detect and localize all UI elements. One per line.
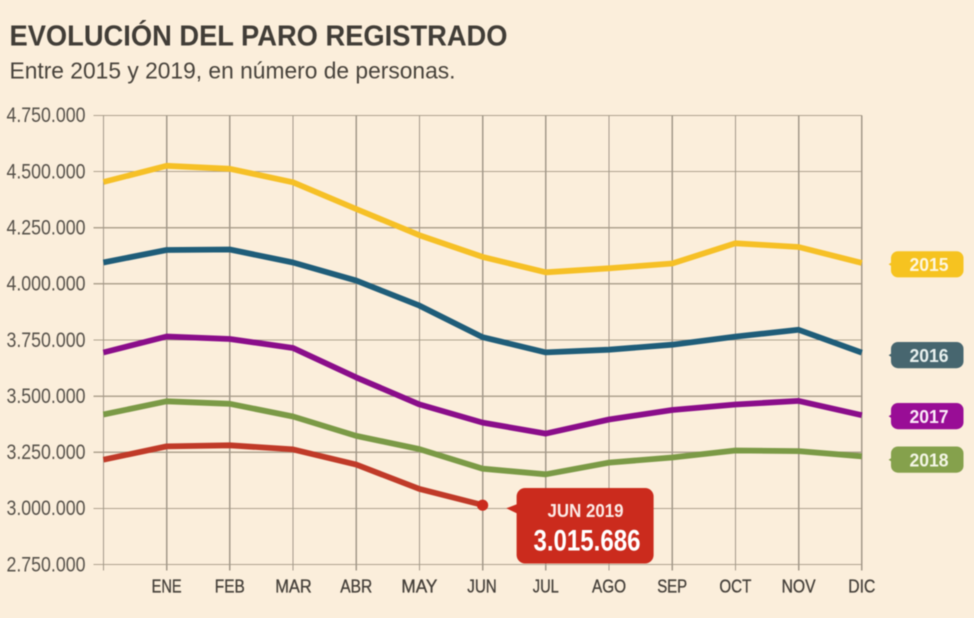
svg-text:MAR: MAR [275,577,312,597]
svg-text:3.250.000: 3.250.000 [7,440,86,464]
svg-text:3.015.686: 3.015.686 [534,525,641,558]
svg-text:JUL: JUL [533,577,559,597]
svg-text:DIC: DIC [848,577,875,597]
svg-text:4.500.000: 4.500.000 [7,159,86,183]
svg-text:ENE: ENE [152,577,182,597]
svg-text:2.750.000: 2.750.000 [7,552,86,576]
svg-text:JUN: JUN [467,577,497,597]
svg-text:2018: 2018 [910,449,949,470]
svg-text:3.500.000: 3.500.000 [7,384,86,408]
svg-text:OCT: OCT [719,577,751,597]
svg-text:FEB: FEB [215,577,245,597]
svg-text:3.000.000: 3.000.000 [7,496,86,520]
svg-text:3.750.000: 3.750.000 [7,328,86,352]
svg-text:NOV: NOV [782,577,816,597]
svg-text:EVOLUCIÓN DEL PARO REGISTRADO: EVOLUCIÓN DEL PARO REGISTRADO [10,19,508,53]
svg-text:ABR: ABR [340,577,372,597]
svg-text:4.000.000: 4.000.000 [7,272,86,296]
svg-text:AGO: AGO [592,577,626,597]
svg-text:Entre 2015 y 2019, en número d: Entre 2015 y 2019, en número de personas… [10,58,456,84]
svg-text:SEP: SEP [657,577,687,597]
svg-text:2017: 2017 [910,406,949,427]
svg-text:4.250.000: 4.250.000 [7,216,86,240]
svg-text:2016: 2016 [910,345,949,366]
svg-text:4.750.000: 4.750.000 [7,103,86,127]
svg-text:JUN 2019: JUN 2019 [548,500,624,521]
svg-text:MAY: MAY [401,577,437,597]
svg-text:2015: 2015 [910,254,949,275]
